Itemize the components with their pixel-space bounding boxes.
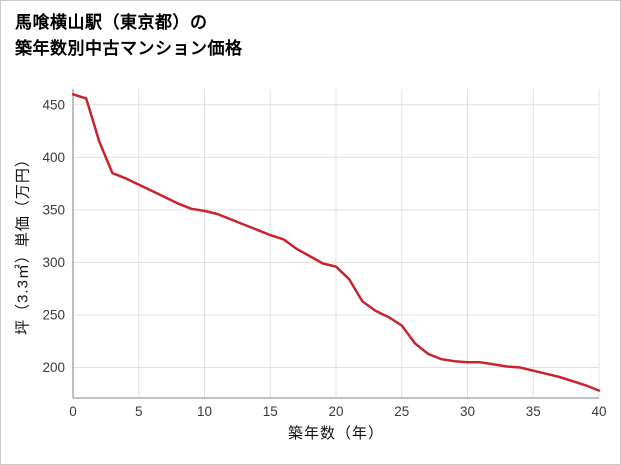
chart-title: 馬喰横山駅（東京都）の 築年数別中古マンション価格 xyxy=(15,10,243,63)
x-tick-label: 10 xyxy=(197,404,212,419)
x-tick-label: 35 xyxy=(526,404,541,419)
y-tick-label: 400 xyxy=(42,150,65,165)
x-axis-label: 築年数（年） xyxy=(287,425,384,442)
x-tick-label: 25 xyxy=(394,404,409,419)
y-tick-label: 300 xyxy=(42,255,65,270)
chart-title-line2: 築年数別中古マンション価格 xyxy=(15,39,243,59)
y-tick-label: 450 xyxy=(42,97,65,112)
x-tick-label: 30 xyxy=(460,404,475,419)
x-tick-label: 0 xyxy=(69,404,77,419)
x-tick-label: 15 xyxy=(263,404,278,419)
y-axis-label: 坪（3.3㎡）単価（万円） xyxy=(14,151,32,335)
y-tick-label: 350 xyxy=(42,202,65,217)
y-tick-label: 250 xyxy=(42,307,65,322)
x-tick-label: 5 xyxy=(135,404,143,419)
x-tick-label: 20 xyxy=(328,404,343,419)
chart-title-line1: 馬喰横山駅（東京都）の xyxy=(15,13,208,32)
price-line-series xyxy=(71,93,601,392)
y-tick-label: 200 xyxy=(42,360,65,375)
x-tick-label: 40 xyxy=(591,404,606,419)
